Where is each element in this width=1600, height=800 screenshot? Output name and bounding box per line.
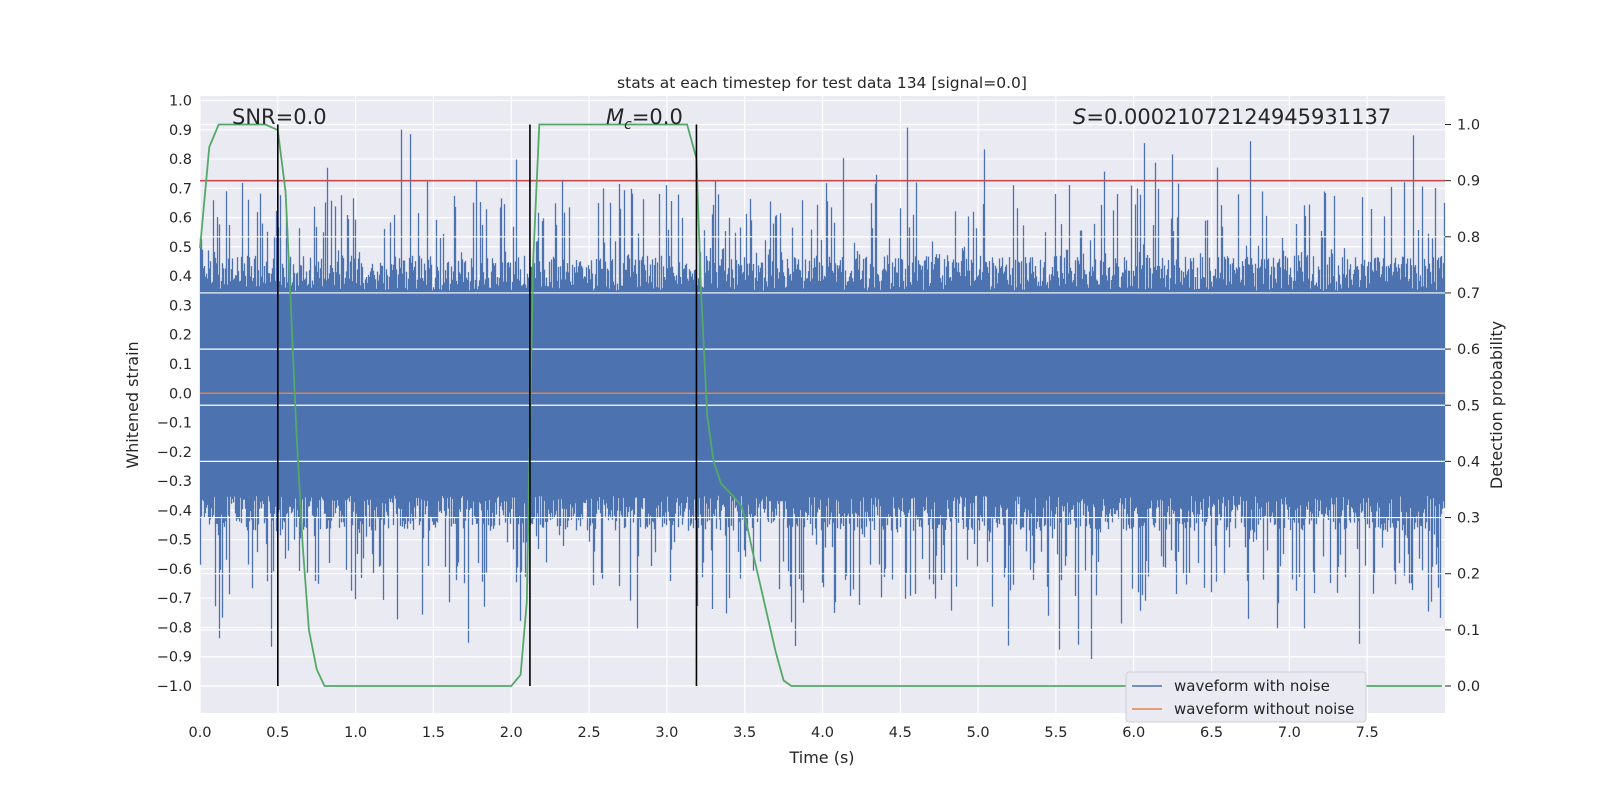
x-tick-label: 7.0 (1278, 725, 1301, 741)
y-tick-label: −0.9 (157, 650, 192, 666)
y-tick-labels: 1.0 0.9 0.8 0.7 0.6 0.5 0.4 0.3 0.2 0.1 0.0 −0.1 −0.… (157, 94, 192, 696)
x-tick-label: 4.5 (889, 725, 912, 741)
y2-tick-labels: 1.0 0.9 0.8 0.7 0.6 0.5 0.4 0.3 0.2 0.1 0.0 (1445, 118, 1480, 695)
y-tick-label: 0.9 (169, 123, 192, 139)
y2-tick-label: 0.2 (1457, 567, 1480, 583)
y-tick-label: 0.6 (169, 211, 192, 227)
x-tick-label: 0.0 (188, 725, 211, 741)
y-tick-label: −0.4 (157, 503, 192, 519)
y2-axis-label: Detection probability (1487, 321, 1506, 489)
y2-tick-label: 0.0 (1457, 679, 1480, 695)
y2-tick-label: 0.4 (1457, 454, 1480, 470)
y-tick-label: −0.7 (157, 591, 192, 607)
y-tick-label: 0.8 (169, 152, 192, 168)
x-tick-label: 6.0 (1122, 725, 1145, 741)
x-tick-label: 1.5 (422, 725, 445, 741)
x-tick-label: 3.5 (733, 725, 756, 741)
x-axis-label: Time (s) (788, 748, 854, 767)
y-tick-label: 0.7 (169, 181, 192, 197)
x-tick-label: 0.5 (266, 725, 289, 741)
s-symbol: S (1073, 105, 1086, 129)
x-tick-label: 7.5 (1356, 725, 1379, 741)
mc-subscript: c (624, 117, 632, 133)
y-tick-label: 0.3 (169, 298, 192, 314)
x-tick-label: 2.0 (500, 725, 523, 741)
legend-box (1125, 671, 1367, 723)
overlay-lines (199, 123, 1445, 687)
y2-tick-label: 0.3 (1457, 511, 1480, 527)
y2-tick-label: 0.1 (1457, 623, 1480, 639)
y-tick-label: −0.6 (157, 562, 192, 578)
s-value: =0.00021072124945931137 (1086, 105, 1391, 129)
legend-label-noisy: waveform with noise (1174, 677, 1330, 695)
y2-tick-label: 1.0 (1457, 118, 1480, 134)
y-tick-label: 0.0 (169, 386, 192, 402)
x-tick-label: 6.5 (1200, 725, 1223, 741)
legend-label-clean: waveform without noise (1174, 700, 1354, 718)
x-tick-label: 2.5 (578, 725, 601, 741)
y-tick-label: −0.3 (157, 474, 192, 490)
y-tick-label: −0.1 (157, 416, 192, 432)
y-tick-label: 0.4 (169, 269, 192, 285)
legend: waveform with noise waveform without noi… (1125, 671, 1367, 723)
x-tick-labels: 0.0 0.5 1.0 1.5 2.0 2.5 3.0 3.5 4.0 4.5 5.0 5.5 6.0 6… (188, 725, 1378, 741)
y-axis-label: Whitened strain (123, 341, 142, 468)
y-tick-label: 0.1 (169, 357, 192, 373)
y-tick-label: −0.5 (157, 533, 192, 549)
snr-annotation: SNR=0.0 (232, 105, 327, 129)
y-tick-label: −0.2 (157, 445, 192, 461)
detection-probability-line (199, 123, 1442, 687)
x-tick-label: 1.0 (344, 725, 367, 741)
x-tick-label: 3.0 (655, 725, 678, 741)
y-tick-label: −0.8 (157, 620, 192, 636)
y-tick-label: 1.0 (169, 94, 192, 110)
y2-tick-label: 0.6 (1457, 342, 1480, 358)
mc-symbol: M (606, 105, 624, 129)
y2-tick-label: 0.7 (1457, 286, 1480, 302)
y-tick-label: 0.2 (169, 328, 192, 344)
y-tick-label: 0.5 (169, 240, 192, 256)
y2-tick-label: 0.9 (1457, 174, 1480, 190)
y2-tick-label: 0.5 (1457, 398, 1480, 414)
s-statistic-annotation: S=0.00021072124945931137 (1073, 105, 1391, 129)
x-tick-label: 5.0 (967, 725, 990, 741)
x-tick-label: 5.5 (1044, 725, 1067, 741)
y2-tick-label: 0.8 (1457, 230, 1480, 246)
y-tick-label: −1.0 (157, 679, 192, 695)
mc-value: =0.0 (632, 105, 683, 129)
chirp-mass-annotation: Mc=0.0 (606, 105, 683, 133)
chart-title: stats at each timestep for test data 134… (617, 74, 1027, 92)
x-tick-label: 4.0 (811, 725, 834, 741)
